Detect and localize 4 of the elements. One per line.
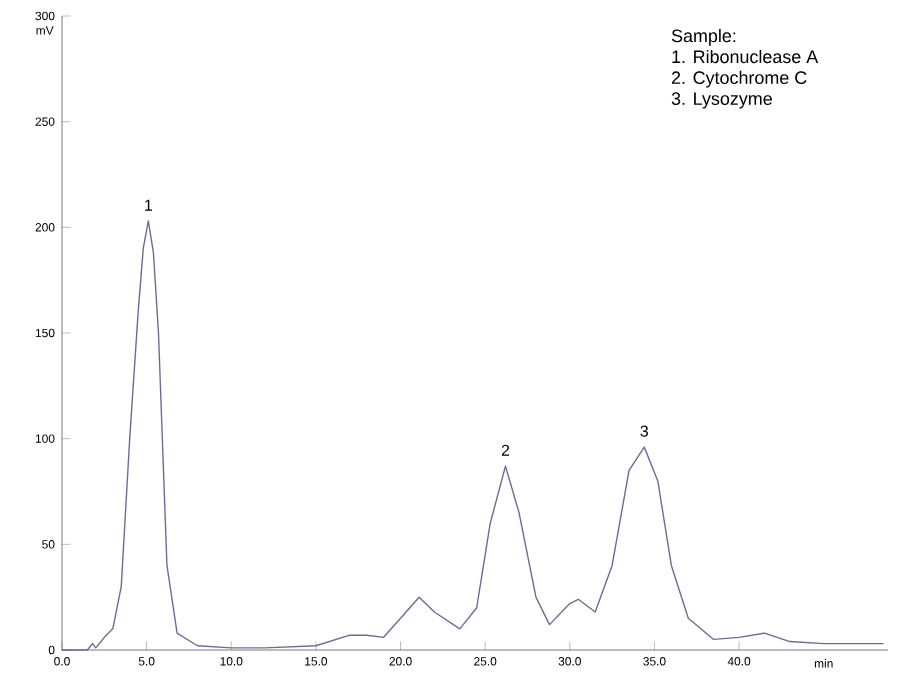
annotation: Sample:: [671, 29, 736, 46]
annotation: 1. Ribonuclease A: [672, 49, 819, 64]
annotation: 2. Cytochrome C: [671, 70, 807, 88]
annotation: 3. Lysozyme: [671, 92, 772, 109]
